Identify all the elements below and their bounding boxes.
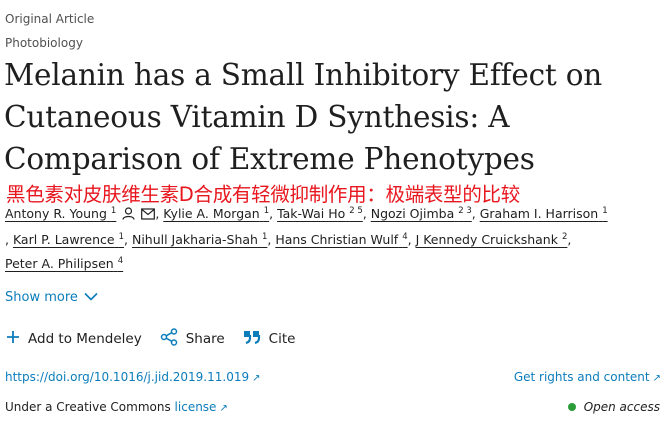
author-name: Nihull Jakharia-Shah xyxy=(131,232,258,247)
external-link-icon: ↗ xyxy=(252,373,261,384)
author-link[interactable]: Karl P. Lawrence 1 xyxy=(13,232,124,247)
title-line-1: Melanin has a Small Inhibitory Effect on xyxy=(4,58,603,92)
author-affiliation: 1 xyxy=(110,205,117,216)
author-link[interactable]: Peter A. Philipsen 4 xyxy=(5,256,123,271)
open-access-label: Open access xyxy=(583,400,660,414)
share-button[interactable]: Share xyxy=(160,328,225,350)
author-name: Tak-Wai Ho xyxy=(277,206,346,221)
rights-text: Get rights and content xyxy=(513,370,650,384)
envelope-icon[interactable] xyxy=(141,204,156,228)
chevron-down-icon xyxy=(84,290,98,305)
author-link[interactable]: Nihull Jakharia-Shah 1 xyxy=(132,232,267,247)
author-affiliation: 1 xyxy=(602,205,608,216)
subject-label: Photobiology xyxy=(5,36,83,50)
author-affiliation: 2 5 xyxy=(349,205,363,216)
author-link[interactable]: Hans Christian Wulf 4 xyxy=(275,232,407,247)
cite-button[interactable]: Cite xyxy=(243,330,296,348)
title-line-2: Cutaneous Vitamin D Synthesis: A xyxy=(4,100,510,134)
mendeley-label: Add to Mendeley xyxy=(28,331,142,347)
show-more-button[interactable]: Show more xyxy=(5,290,98,305)
article-type-label: Original Article xyxy=(5,12,95,26)
open-access-dot-icon xyxy=(567,403,576,411)
author-affiliation: 1 xyxy=(118,231,125,242)
author-link[interactable]: Antony R. Young 1 xyxy=(5,206,116,221)
external-link-icon: ↗ xyxy=(652,373,661,384)
translation-overlay: 黑色素对皮肤维生素D合成有轻微抑制作用：极端表型的比较 xyxy=(6,183,520,206)
author-name: Graham I. Harrison xyxy=(479,206,599,221)
author-list: Antony R. Young 1, Kylie A. Morgan 1, Ta… xyxy=(5,204,608,271)
license-link[interactable]: license ↗ xyxy=(175,400,228,414)
add-to-mendeley-button[interactable]: Add to Mendeley xyxy=(6,330,142,348)
external-link-icon: ↗ xyxy=(219,403,228,414)
open-access-badge: Open access xyxy=(567,400,660,414)
rights-link[interactable]: Get rights and content ↗ xyxy=(514,370,661,384)
license-link-text: license xyxy=(174,400,217,414)
page-title: Melanin has a Small Inhibitory Effect on… xyxy=(4,54,654,180)
author-name: Antony R. Young xyxy=(5,206,107,221)
author-link[interactable]: Kylie A. Morgan 1 xyxy=(163,206,269,221)
author-link[interactable]: J Kennedy Cruickshank 2 xyxy=(416,232,568,247)
doi-text: https://doi.org/10.1016/j.jid.2019.11.01… xyxy=(5,370,250,384)
cite-label: Cite xyxy=(268,331,296,347)
license-prefix: Under a Creative Commons xyxy=(5,400,175,414)
author-name: Kylie A. Morgan xyxy=(163,206,260,221)
author-link[interactable]: Ngozi Ojimba 2 3 xyxy=(371,206,472,221)
author-name: Hans Christian Wulf xyxy=(275,232,399,247)
author-name: J Kennedy Cruickshank xyxy=(415,232,558,247)
author-name: Ngozi Ojimba xyxy=(370,206,455,221)
author-affiliation: 2 3 xyxy=(458,205,472,216)
article-actions: Add to Mendeley Share Cite xyxy=(6,328,313,350)
author-name: Karl P. Lawrence xyxy=(12,232,115,247)
share-label: Share xyxy=(185,331,225,347)
author-link[interactable]: Graham I. Harrison 1 xyxy=(480,206,608,221)
title-line-3: Comparison of Extreme Phenotypes xyxy=(4,142,535,176)
author-link[interactable]: Tak-Wai Ho 2 5 xyxy=(277,206,363,221)
author-affiliation: 4 xyxy=(402,231,408,242)
author-affiliation: 1 xyxy=(263,205,270,216)
author-affiliation: 4 xyxy=(117,255,124,266)
author-affiliation: 2 xyxy=(561,231,568,242)
quote-icon xyxy=(243,330,261,348)
person-icon[interactable] xyxy=(122,204,135,228)
share-icon xyxy=(160,328,178,350)
license-statement: Under a Creative Commons license ↗ xyxy=(5,400,228,414)
show-more-label: Show more xyxy=(5,290,78,305)
plus-icon xyxy=(6,330,20,348)
author-affiliation: 1 xyxy=(261,231,268,242)
author-name: Peter A. Philipsen xyxy=(5,256,114,271)
doi-link[interactable]: https://doi.org/10.1016/j.jid.2019.11.01… xyxy=(5,370,261,384)
